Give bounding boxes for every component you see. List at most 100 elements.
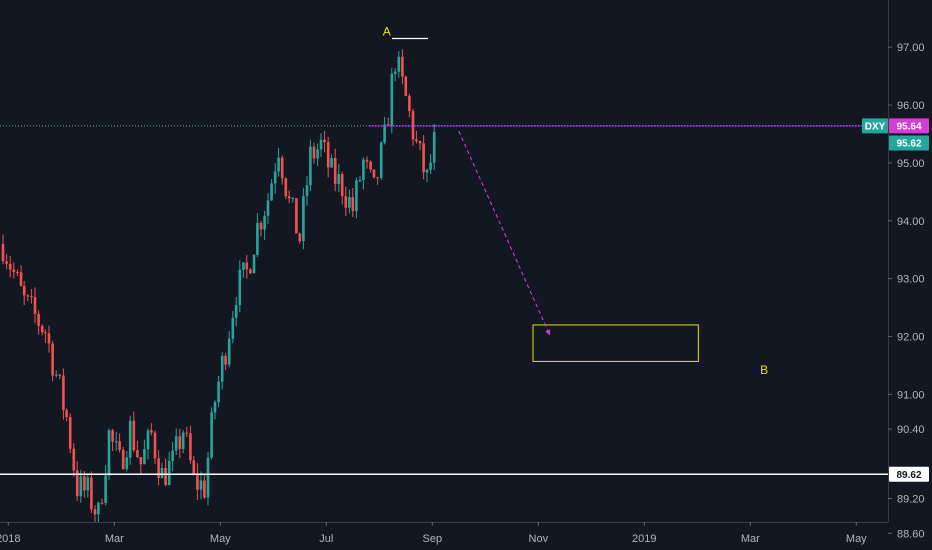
candle (75, 461, 79, 502)
support-price-tag: 89.62 (889, 466, 929, 482)
candle (160, 462, 164, 479)
candle (58, 374, 62, 380)
candle (167, 451, 171, 486)
annotation-label: A (383, 25, 391, 39)
candle (104, 465, 107, 506)
candle (266, 193, 270, 224)
annotation-label: B (760, 363, 768, 377)
candle (79, 469, 83, 503)
candle (40, 324, 44, 336)
candle (312, 142, 316, 164)
candle (213, 400, 217, 420)
candle (238, 260, 242, 313)
candle (234, 296, 238, 327)
candle (146, 428, 150, 460)
candle (206, 451, 210, 506)
candle (153, 430, 157, 465)
candle (337, 164, 341, 193)
last-price-tag: 95.62 (889, 135, 929, 151)
candle (326, 136, 330, 178)
candle (224, 352, 227, 371)
candle (270, 179, 273, 201)
price-axis-panel[interactable] (888, 0, 932, 550)
candle (189, 425, 192, 464)
projection-arrow (458, 130, 551, 336)
price-tick-label: 89.20 (897, 494, 925, 506)
candle (390, 67, 394, 134)
candle (365, 156, 369, 169)
candle (1, 234, 5, 265)
price-tick-label: 93.00 (897, 274, 925, 286)
candle (97, 501, 100, 523)
candle (65, 408, 68, 422)
time-tick-label: Mar (741, 533, 760, 545)
candle (132, 411, 136, 453)
candle (351, 188, 355, 218)
candle (302, 187, 305, 250)
candle (280, 155, 284, 185)
candle (19, 265, 23, 287)
candle (252, 254, 256, 274)
candle (411, 108, 415, 146)
candle (298, 232, 302, 244)
candle (181, 430, 185, 454)
candle (425, 168, 429, 182)
candle (150, 423, 153, 436)
candle (157, 450, 160, 486)
candle (242, 262, 245, 278)
candle (263, 211, 266, 240)
candle (344, 186, 348, 217)
candle (164, 458, 167, 487)
candle (249, 267, 252, 275)
candle (44, 329, 47, 343)
svg-text:DXY: DXY (865, 121, 886, 132)
candle (100, 498, 104, 505)
current-price-tag: 95.64 (889, 118, 929, 134)
candle (418, 140, 422, 151)
candle (340, 171, 344, 205)
time-tick-label: 2019 (632, 533, 656, 545)
candle (397, 51, 401, 78)
candle (171, 441, 174, 472)
candle (333, 148, 337, 192)
candle (376, 177, 379, 185)
svg-text:89.62: 89.62 (896, 470, 921, 481)
candle (408, 93, 411, 118)
price-tick-label: 90.40 (897, 424, 925, 436)
symbol-tag: DXY (862, 118, 888, 134)
time-axis-panel[interactable] (0, 522, 888, 550)
time-tick-label: Sep (423, 533, 443, 545)
candle (12, 262, 16, 279)
candle (54, 370, 58, 378)
candle (404, 75, 408, 97)
candle (30, 288, 33, 304)
candle (256, 213, 259, 257)
candle (231, 311, 235, 344)
candle (121, 447, 125, 470)
candle (111, 428, 114, 452)
candle (309, 139, 312, 192)
price-tags: DXY 95.64 95.62 89.62 (862, 118, 929, 482)
candle (86, 473, 90, 498)
candle (319, 133, 323, 158)
candle (62, 368, 65, 420)
candle (72, 443, 76, 477)
target-zone-box[interactable] (532, 324, 699, 362)
candle (51, 340, 54, 382)
candle (379, 140, 383, 180)
price-tick-label: 92.00 (897, 332, 925, 344)
svg-text:95.62: 95.62 (896, 139, 921, 150)
candle (128, 415, 132, 465)
wave-annotations: AB5 (383, 25, 768, 378)
candle (16, 269, 19, 277)
candle (114, 431, 118, 451)
candle (68, 413, 72, 454)
candle (5, 253, 8, 270)
candle (107, 428, 111, 481)
price-tick-label: 91.00 (897, 389, 925, 401)
candle (415, 130, 418, 144)
projection-arrowhead (545, 329, 551, 336)
price-axis-ticks: 97.00 96.00 95.00 94.00 93.00 92.00 91.00 90.40… (888, 42, 925, 540)
candle (136, 440, 139, 459)
